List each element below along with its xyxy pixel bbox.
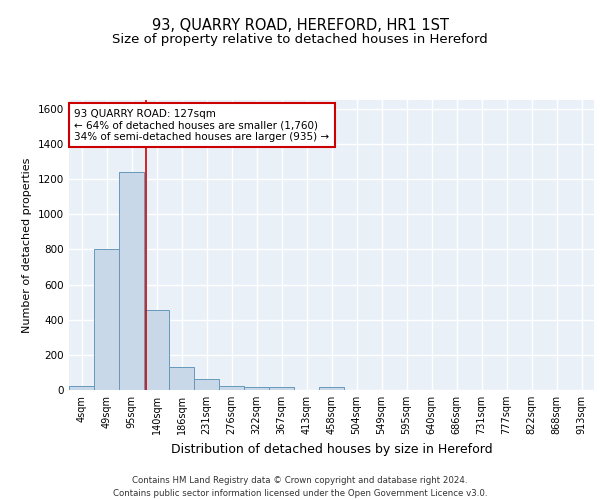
- Bar: [269, 388, 294, 390]
- Text: Size of property relative to detached houses in Hereford: Size of property relative to detached ho…: [112, 32, 488, 46]
- Bar: [119, 172, 144, 390]
- Bar: [319, 388, 344, 390]
- Text: 93, QUARRY ROAD, HEREFORD, HR1 1ST: 93, QUARRY ROAD, HEREFORD, HR1 1ST: [151, 18, 449, 32]
- Bar: [244, 388, 269, 390]
- Bar: [219, 386, 244, 390]
- Bar: [69, 386, 94, 390]
- Bar: [144, 310, 169, 390]
- Bar: [169, 367, 194, 390]
- X-axis label: Distribution of detached houses by size in Hereford: Distribution of detached houses by size …: [170, 442, 493, 456]
- Text: Contains HM Land Registry data © Crown copyright and database right 2024.
Contai: Contains HM Land Registry data © Crown c…: [113, 476, 487, 498]
- Bar: [94, 248, 119, 390]
- Y-axis label: Number of detached properties: Number of detached properties: [22, 158, 32, 332]
- Bar: [194, 380, 219, 390]
- Text: 93 QUARRY ROAD: 127sqm
← 64% of detached houses are smaller (1,760)
34% of semi-: 93 QUARRY ROAD: 127sqm ← 64% of detached…: [74, 108, 329, 142]
